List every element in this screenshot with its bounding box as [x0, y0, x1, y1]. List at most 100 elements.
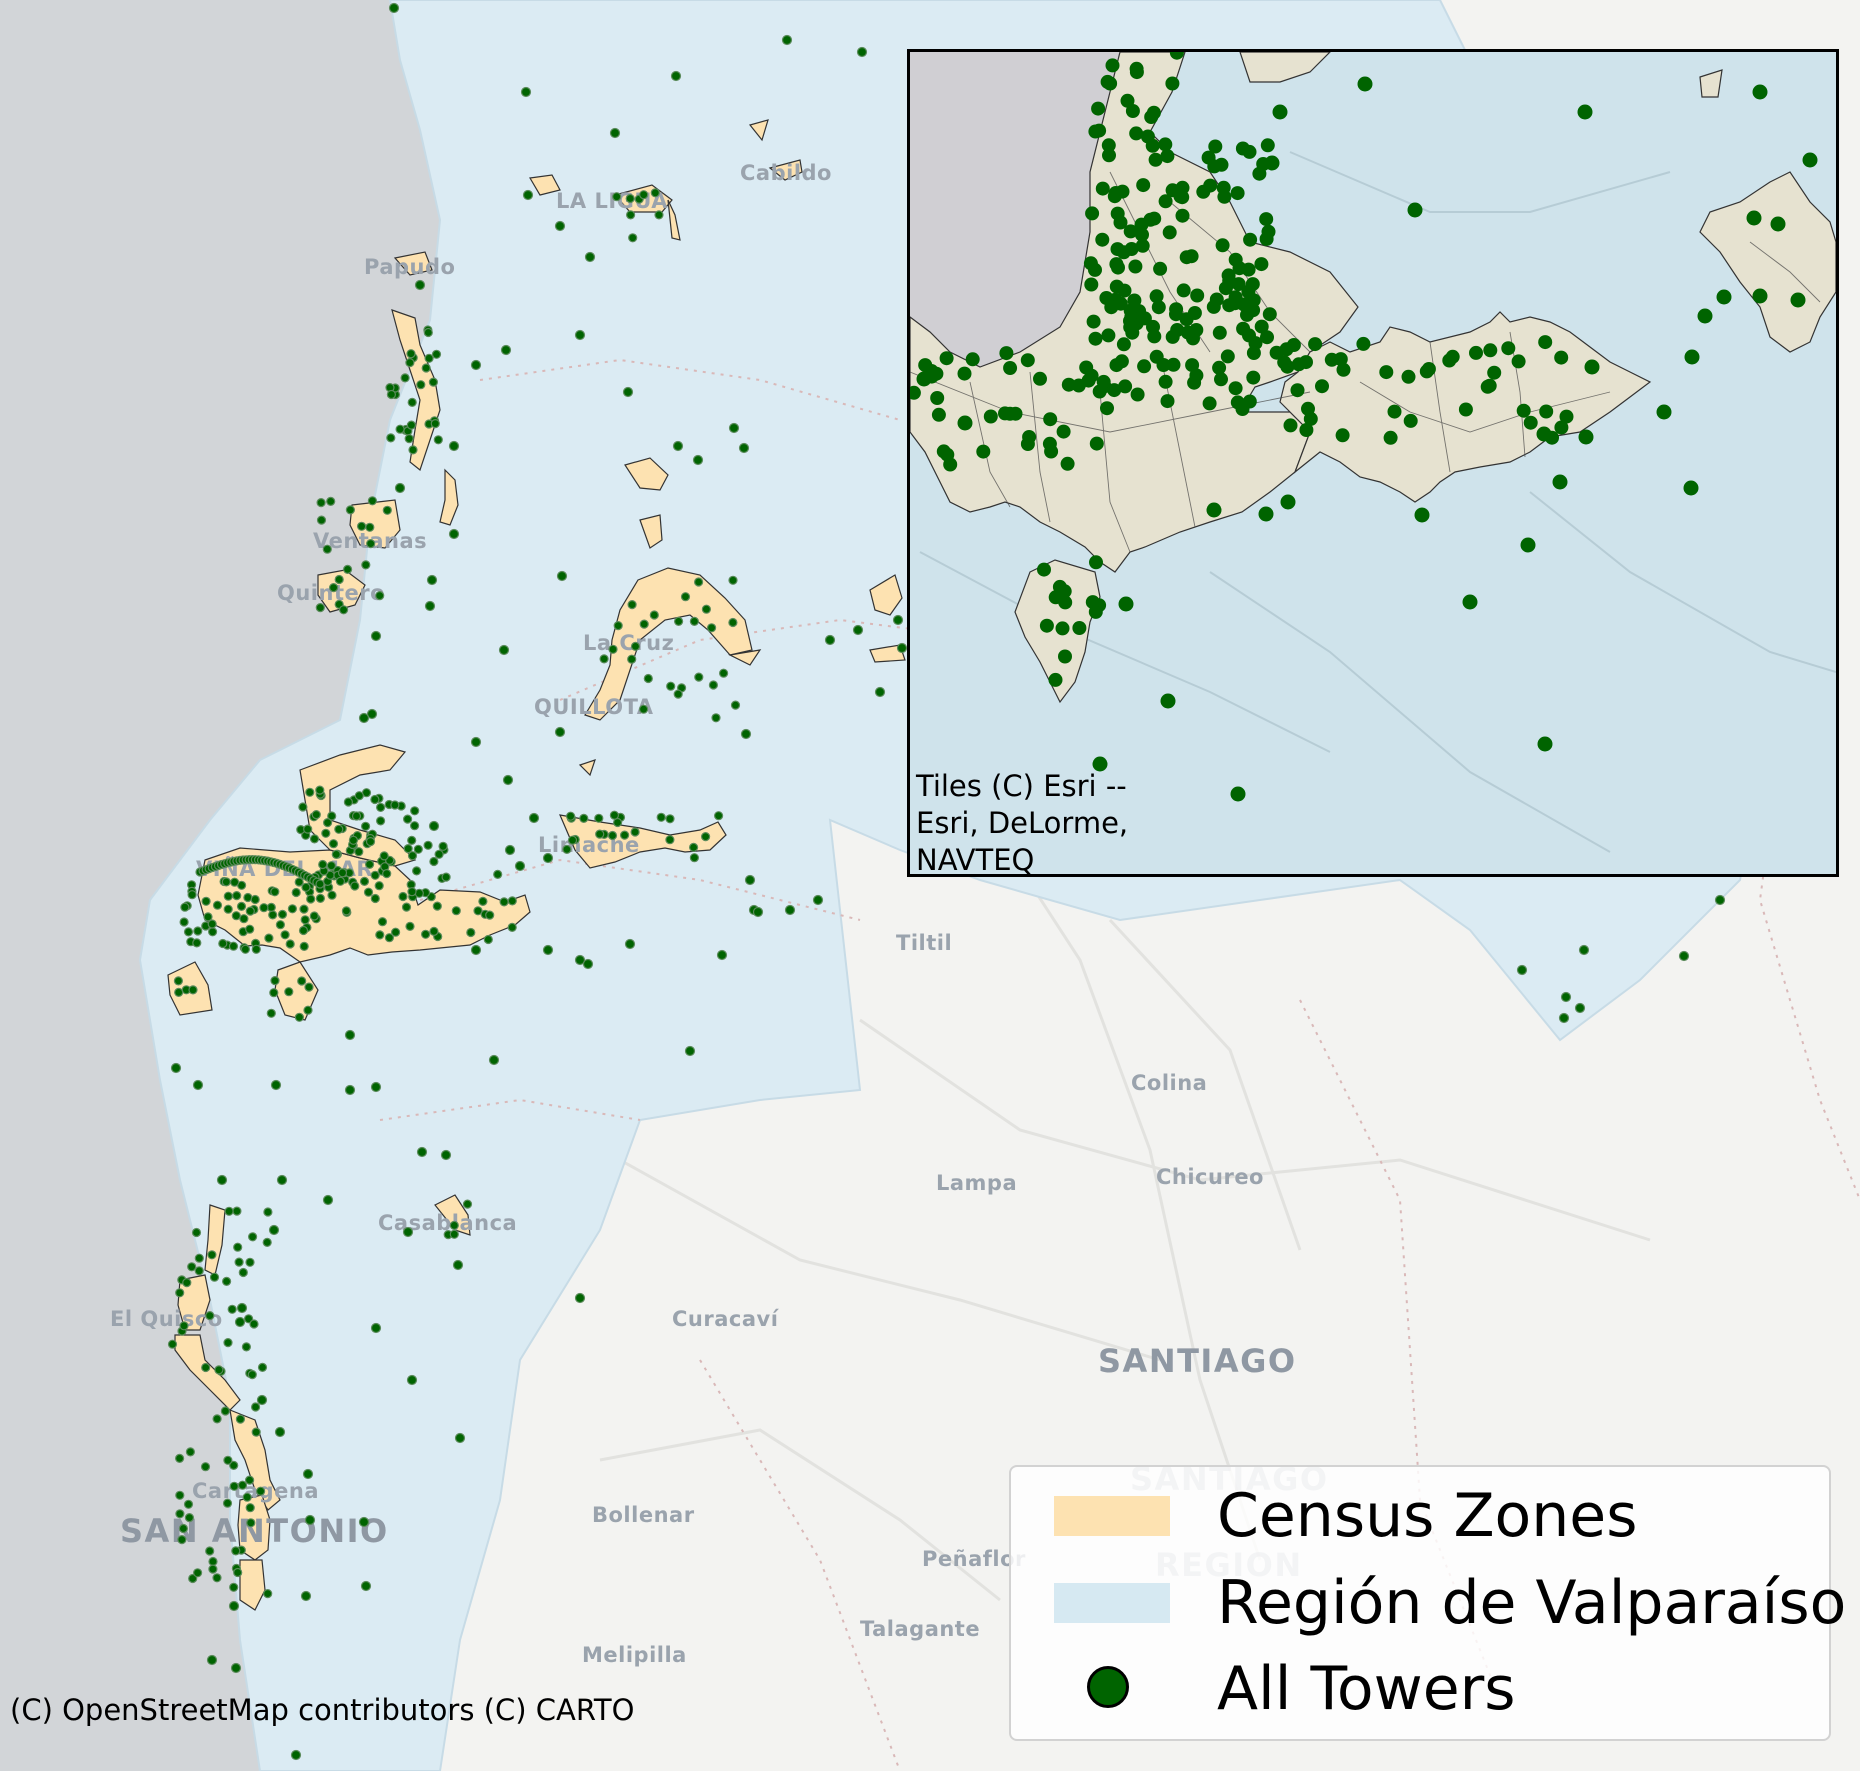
- tower-marker: [1235, 141, 1250, 156]
- tower-marker: [448, 528, 460, 540]
- tower-marker: [1215, 238, 1230, 253]
- tower-marker: [1231, 277, 1246, 292]
- tower-marker: [1145, 138, 1160, 153]
- tower-marker: [976, 444, 991, 459]
- tower-marker: [1148, 152, 1163, 167]
- tower-marker: [294, 1012, 304, 1022]
- tower-marker: [250, 894, 260, 905]
- tower-marker: [208, 1556, 218, 1567]
- tower-marker: [274, 1426, 286, 1438]
- tower-marker: [1520, 537, 1536, 553]
- tower-marker: [1746, 210, 1762, 226]
- tower-marker: [1246, 370, 1261, 385]
- tower-marker: [428, 377, 438, 387]
- tower-marker: [315, 879, 325, 889]
- tower-marker: [413, 844, 423, 854]
- tower-marker: [311, 809, 321, 820]
- tower-marker: [294, 877, 304, 887]
- tower-marker: [256, 1394, 268, 1406]
- tower-marker: [1149, 289, 1164, 304]
- tower-marker: [366, 538, 376, 549]
- tower-marker: [270, 1079, 282, 1091]
- tower-marker: [701, 604, 712, 614]
- tower-marker: [309, 834, 320, 844]
- legend-label-region: Región de Valparaíso: [1217, 1568, 1847, 1638]
- tower-marker: [672, 440, 684, 452]
- tower-marker: [1256, 157, 1271, 171]
- tower-marker: [1190, 288, 1205, 303]
- tower-marker: [781, 34, 793, 46]
- tower-marker: [223, 891, 233, 901]
- tower-marker: [502, 774, 514, 786]
- tower-marker: [1056, 424, 1071, 439]
- tower-marker: [689, 853, 700, 863]
- tower-marker: [249, 1319, 259, 1329]
- tower-marker: [488, 1054, 500, 1066]
- place-label-colina: Colina: [1131, 1071, 1207, 1095]
- tower-marker: [367, 496, 377, 506]
- legend-item-region: Región de Valparaíso: [1031, 1568, 1846, 1638]
- tower-marker: [245, 906, 255, 916]
- tower-marker: [1241, 262, 1256, 277]
- inset-map[interactable]: Tiles (C) Esri -- Esri, DeLorme, NAVTEQ: [907, 49, 1839, 877]
- tower-marker: [259, 903, 269, 913]
- tower-marker: [366, 708, 378, 720]
- tower-marker: [405, 921, 415, 932]
- tower-marker: [957, 415, 973, 431]
- tower-marker: [187, 890, 197, 900]
- tower-marker: [528, 812, 540, 824]
- tower-marker: [1678, 950, 1690, 962]
- tower-marker: [1445, 349, 1460, 364]
- tower-marker: [1516, 403, 1531, 418]
- tower-marker: [1071, 378, 1086, 393]
- tower-marker: [365, 522, 375, 532]
- tower-marker: [1061, 377, 1076, 392]
- tower-marker: [1262, 307, 1277, 322]
- tower-marker: [1254, 319, 1269, 334]
- tower-marker: [1176, 283, 1191, 298]
- tower-marker: [670, 70, 682, 82]
- place-label-chicureo: Chicureo: [1156, 1165, 1264, 1189]
- tower-marker: [167, 1339, 178, 1349]
- tower-marker: [1574, 1002, 1586, 1014]
- tower-marker: [1088, 331, 1103, 346]
- tower-marker: [1482, 378, 1497, 393]
- tower-marker: [1085, 595, 1100, 610]
- tower-marker: [173, 976, 183, 986]
- tower-marker: [684, 1045, 696, 1057]
- tower-marker: [182, 1277, 192, 1288]
- tower-marker: [1185, 358, 1200, 373]
- tower-marker: [256, 1486, 266, 1496]
- tower-marker: [242, 1492, 252, 1502]
- tower-marker: [407, 887, 417, 897]
- tower-marker: [504, 844, 516, 856]
- tower-marker: [1523, 415, 1538, 430]
- tower-marker: [612, 192, 622, 202]
- tower-marker: [1101, 138, 1116, 153]
- tower-marker: [412, 866, 422, 876]
- tower-marker: [1184, 249, 1199, 264]
- tower-marker: [290, 1749, 302, 1761]
- tower-marker: [375, 590, 385, 601]
- tower-marker: [1033, 371, 1047, 386]
- tower-marker: [930, 391, 945, 405]
- tower-marker: [1058, 649, 1072, 664]
- tower-marker: [910, 385, 921, 400]
- tower-marker: [1202, 396, 1217, 411]
- tower-marker: [305, 787, 315, 797]
- tower-marker: [650, 188, 660, 198]
- tower-marker: [205, 1310, 215, 1321]
- tower-marker: [1259, 212, 1274, 227]
- tower-marker: [406, 1374, 418, 1386]
- place-label-santiago: SANTIAGO: [1098, 1342, 1297, 1380]
- tower-marker: [1301, 401, 1315, 416]
- tower-marker: [229, 1460, 239, 1471]
- tower-marker: [1357, 76, 1373, 92]
- tower-marker: [345, 505, 355, 515]
- tower-marker: [304, 982, 314, 992]
- tower-marker: [728, 422, 740, 434]
- tower-marker: [1107, 383, 1122, 398]
- tower-marker: [193, 926, 203, 936]
- tower-marker: [266, 902, 276, 913]
